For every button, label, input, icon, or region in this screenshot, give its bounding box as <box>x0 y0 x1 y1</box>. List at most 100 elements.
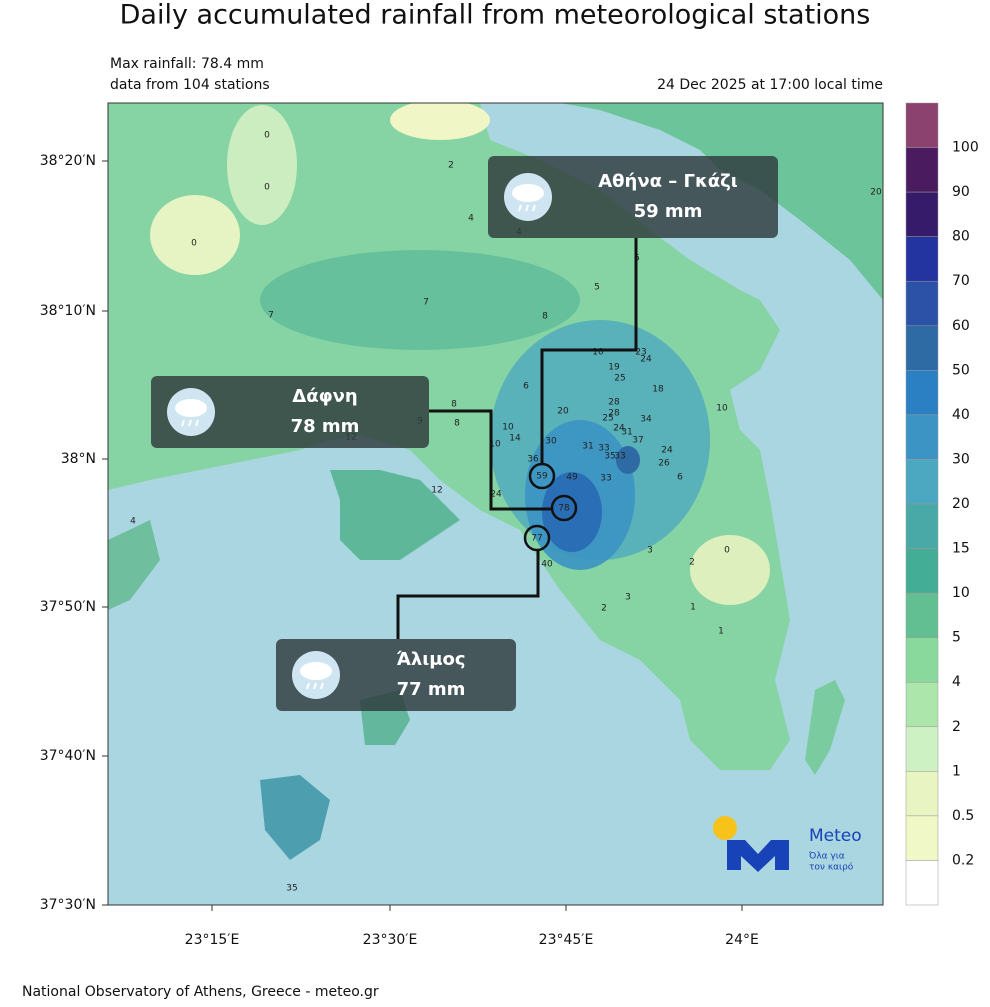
callout-box <box>151 376 429 448</box>
station-value: 33 <box>614 452 625 462</box>
lat-tick-label: 38°N <box>61 451 96 467</box>
weather-icon-cloud <box>300 662 332 680</box>
station-value: 24 <box>490 490 502 500</box>
station-value: 24 <box>661 446 673 456</box>
station-value: 30 <box>545 437 557 447</box>
colorbar-segment <box>905 681 939 728</box>
colorbar-label: 100 <box>952 140 979 156</box>
station-value: 10 <box>502 423 514 433</box>
colorbar-label: 0.2 <box>952 852 974 868</box>
land-evia <box>560 103 883 300</box>
land-west <box>108 520 160 610</box>
station-value: 2 <box>601 604 607 614</box>
station-value: 0 <box>724 546 730 556</box>
station-value: 18 <box>652 385 664 395</box>
station-value: 35 <box>286 884 297 894</box>
station-value: 36 <box>527 455 539 465</box>
colorbar-segment <box>905 280 939 327</box>
callout-station: Άλιμος <box>396 649 465 670</box>
station-value: 25 <box>614 374 625 384</box>
colorbar-segment <box>905 726 939 772</box>
station-value: 0 <box>264 183 270 193</box>
station-value: 8 <box>542 312 548 322</box>
station-value: 37 <box>632 436 643 446</box>
station-value: 3 <box>647 546 653 556</box>
station-value: 26 <box>658 459 670 469</box>
station-value: 35 <box>604 452 615 462</box>
station-value: 40 <box>541 560 553 570</box>
station-value: 25 <box>602 414 613 424</box>
colorbar-label: 20 <box>952 496 970 512</box>
weather-icon-rain <box>306 682 310 690</box>
station-value: 8 <box>451 400 457 410</box>
lon-tick-label: 23°45′E <box>539 932 594 948</box>
rain-core <box>542 472 602 552</box>
stations-count: data from 104 stations <box>110 77 270 93</box>
dry-area <box>690 535 770 605</box>
station-value: 24 <box>613 424 625 434</box>
station-value: 8 <box>454 419 460 429</box>
station-value: 31 <box>582 442 593 452</box>
station-value: 0 <box>264 131 270 141</box>
colorbar-label: 70 <box>952 273 970 289</box>
colorbar-label: 15 <box>952 541 970 557</box>
colorbar-segment <box>905 325 939 371</box>
colorbar-segment <box>905 102 939 148</box>
station-value: 2 <box>448 161 454 171</box>
land-mainland <box>108 103 790 770</box>
logo-brand: Meteo <box>809 826 862 846</box>
station-value: 5 <box>594 283 600 293</box>
lat-tick-label: 38°20′N <box>40 153 96 169</box>
axes: 38°20′N 38°10′N 38°N 37°50′N 37°40′N 37°30′N 2… <box>40 153 759 948</box>
station-value: 24 <box>640 355 652 365</box>
station-value: 10 <box>716 404 728 414</box>
colorbar-segment <box>905 191 939 237</box>
weather-icon-rain <box>313 682 317 690</box>
station-value: 20 <box>557 407 569 417</box>
weather-icon-rain <box>181 419 185 427</box>
highlight-value: 77 <box>531 534 542 544</box>
land-aegina <box>260 775 330 860</box>
colorbar-segment <box>905 459 939 505</box>
weather-icon-rain <box>518 204 522 212</box>
callout-station: Δάφνη <box>292 386 357 407</box>
max-rainfall: Max rainfall: 78.4 mm <box>110 56 264 72</box>
stations: 0002447755810232419251868981020282834252… <box>130 131 882 894</box>
callout-box <box>276 639 516 711</box>
callout-amount: 59 mm <box>634 201 703 222</box>
colorbar-segment <box>905 815 939 861</box>
station-value: 20 <box>870 188 882 198</box>
station-value: 34 <box>640 415 652 425</box>
dry-area <box>150 195 240 275</box>
station-value: 10 <box>489 440 501 450</box>
callout-amount: 77 mm <box>397 679 466 700</box>
station-value: 6 <box>677 473 683 483</box>
rain-area <box>260 250 580 350</box>
weather-icon-rain <box>195 419 199 427</box>
lat-tick-label: 37°30′N <box>40 897 96 913</box>
station-value: 6 <box>523 382 529 392</box>
colorbar-segment <box>905 236 939 282</box>
station-value: 3 <box>625 593 631 603</box>
colorbar-label: 0.5 <box>952 808 974 824</box>
colorbar-segment <box>905 592 939 638</box>
station-value: 1 <box>718 627 724 637</box>
dry-area <box>390 103 490 140</box>
callout-box <box>488 156 778 238</box>
weather-icon-cloud <box>175 399 207 417</box>
timestamp: 24 Dec 2025 at 17:00 local time <box>657 77 883 93</box>
station-value: 28 <box>608 398 620 408</box>
weather-icon-rain <box>320 682 324 690</box>
logo-tagline: Όλα για <box>808 851 845 862</box>
station-value: 28 <box>608 409 620 419</box>
logo: Meteo Όλα για τον καιρό <box>713 816 862 873</box>
colorbar-label: 10 <box>952 585 970 601</box>
station-value: 7 <box>268 311 274 321</box>
lat-tick-label: 38°10′N <box>40 303 96 319</box>
colorbar-label: 30 <box>952 451 970 467</box>
station-value: 31 <box>621 428 632 438</box>
land-salamina <box>330 470 460 560</box>
map-frame <box>107 102 884 906</box>
colorbar-label: 60 <box>952 318 970 334</box>
